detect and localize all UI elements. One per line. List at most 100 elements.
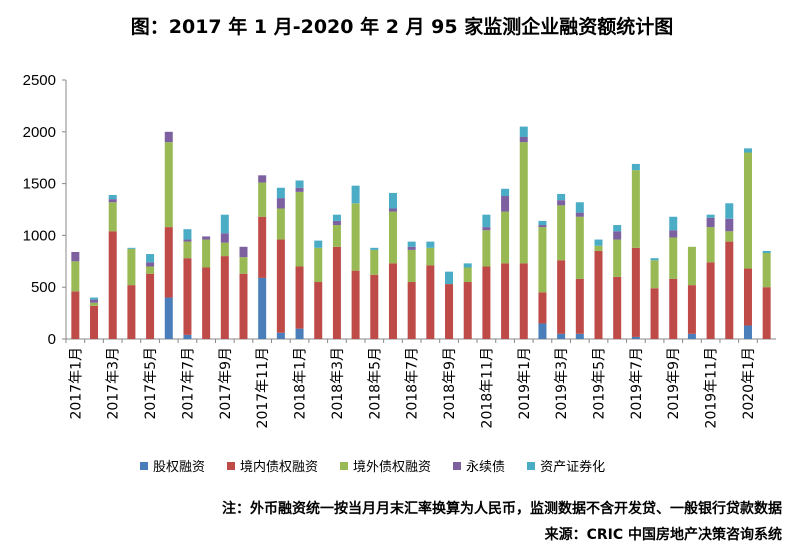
y-tick-label: 2500 [23,72,56,89]
y-tick-label: 1000 [23,227,56,244]
bar-domestic-debt [538,292,547,324]
legend-item: 股权融资 [140,456,205,475]
bar-abs [370,247,379,250]
bar-domestic-debt [557,260,566,334]
bar-perpetual [725,218,734,232]
y-tick-label: 500 [31,279,56,296]
x-tick-label: 2018年1月 [293,347,309,420]
bar-perpetual [146,262,155,267]
bar-domestic-debt [108,231,117,339]
bar-abs [108,194,117,200]
x-tick-label: 2017年5月 [143,347,159,420]
bar-abs [650,258,659,261]
bar-offshore-debt [706,227,715,263]
bar-offshore-debt [127,248,136,286]
bar-offshore-debt [388,211,397,264]
bar-perpetual [575,212,584,217]
bar-perpetual [108,199,117,203]
x-tick-label: 2018年7月 [405,347,421,420]
bar-abs [557,193,566,201]
bar-offshore-debt [108,202,117,232]
bar-equity [631,336,640,339]
legend-label: 资产证券化 [540,460,606,475]
x-tick-label: 2019年11月 [704,347,720,428]
bar-offshore-debt [295,191,304,267]
bar-domestic-debt [127,285,136,339]
bar-offshore-debt [407,249,416,283]
bar-offshore-debt [426,247,435,266]
bar-abs [388,192,397,209]
bar-abs [351,185,360,204]
bar-abs [445,271,454,285]
bar-domestic-debt [631,247,640,337]
x-tick-label: 2019年1月 [517,347,533,420]
bar-domestic-debt [295,266,304,329]
bar-offshore-debt [164,142,173,228]
bar-domestic-debt [519,263,528,339]
bar-offshore-debt [613,239,622,277]
bar-offshore-debt [90,302,99,306]
legend-swatch [140,461,148,470]
bar-perpetual [482,227,491,231]
bar-perpetual [71,251,80,262]
bar-offshore-debt [276,208,285,240]
bar-abs [725,203,734,219]
bar-abs [482,214,491,228]
bar-offshore-debt [519,142,528,264]
bar-abs [743,148,752,153]
bar-equity [258,277,267,339]
bar-offshore-debt [258,182,267,217]
x-tick-label: 2019年3月 [554,347,570,420]
legend-label: 股权融资 [153,460,206,475]
bar-offshore-debt [762,253,771,288]
bar-domestic-debt [743,268,752,326]
bar-domestic-debt [445,284,454,339]
bar-domestic-debt [71,291,80,339]
bar-offshore-debt [687,246,696,286]
x-tick-label: 2017年7月 [180,347,196,420]
bar-abs [426,241,435,248]
x-tick-label: 2017年1月 [68,347,84,420]
chart-note: 注：外币融资统一按当月月末汇率换算为人民币，监测数据不含开发贷、一般银行贷款数据 [222,501,782,517]
bar-equity [295,328,304,339]
legend-item: 资产证券化 [527,456,605,475]
bar-abs [90,297,99,300]
legend-item: 境内债权融资 [227,456,318,475]
bar-perpetual [164,131,173,143]
bar-domestic-debt [669,278,678,339]
legend-label: 境外债权融资 [353,460,432,475]
bar-abs [332,214,341,221]
bar-equity [557,333,566,339]
bar-offshore-debt [146,266,155,274]
bar-perpetual [239,246,248,258]
legend-swatch [527,461,536,470]
x-tick-label: 2018年11月 [479,347,495,428]
bar-perpetual [183,239,192,242]
bar-domestic-debt [762,287,771,339]
legend-swatch [453,461,462,470]
bar-abs [594,239,603,246]
legend-swatch [340,461,349,470]
y-tick-label: 2000 [23,124,56,141]
bar-offshore-debt [594,245,603,251]
x-tick-label: 2019年5月 [592,347,608,420]
bar-abs [146,254,155,263]
bar-abs [407,241,416,247]
bar-domestic-debt [575,278,584,334]
bar-offshore-debt [743,152,752,269]
bar-offshore-debt [370,249,379,275]
bar-offshore-debt [183,241,192,259]
bar-domestic-debt [725,241,734,339]
bar-domestic-debt [220,256,229,339]
x-tick-label: 2019年7月 [629,347,645,420]
bar-abs [127,247,136,249]
x-tick-label: 2019年9月 [666,347,682,420]
bar-offshore-debt [351,203,360,271]
x-tick-label: 2017年3月 [106,347,122,420]
bar-abs [276,187,285,199]
x-tick-label: 2017年9月 [218,347,234,420]
bar-domestic-debt [687,285,696,334]
bar-domestic-debt [202,267,211,339]
bar-perpetual [557,200,566,206]
